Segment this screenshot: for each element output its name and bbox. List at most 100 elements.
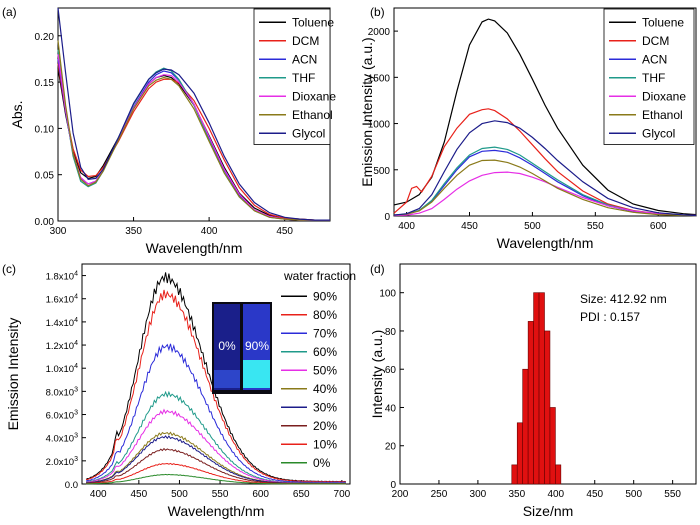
- size-bar: [511, 464, 518, 485]
- y-tick-label: 0.0: [65, 480, 78, 491]
- x-tick-label: 400: [547, 489, 564, 500]
- y-tick-exponent: 4: [74, 363, 78, 370]
- legend-label: 80%: [313, 308, 337, 322]
- x-tick-label: 550: [664, 489, 681, 500]
- panel-b-emission-solvents: 400 450 500 550 600 0 500 1000 1500 2000 Wavelengt…: [359, 5, 697, 251]
- y-tick-label: 0.20: [35, 32, 55, 43]
- y-axis-label: Intensity (a.u.): [369, 330, 385, 419]
- x-tick-label: 450: [276, 226, 293, 237]
- x-tick-label: 350: [125, 226, 142, 237]
- size-bar: [544, 330, 551, 485]
- plot-frame: [81, 263, 351, 485]
- y-tick-exponent: 4: [74, 294, 78, 301]
- x-tick-label: 500: [625, 489, 642, 500]
- legend-label: THF: [642, 71, 665, 85]
- y-tick-label: 2000: [368, 27, 391, 38]
- y-axis-label: Emission Intensity: [5, 318, 21, 431]
- series-line-ethanol: [57, 40, 330, 221]
- y-tick-label: 0: [384, 212, 390, 223]
- panel-label: (b): [370, 5, 385, 19]
- x-tick-label: 650: [293, 489, 310, 500]
- panel-a-absorption: 300 350 400 450 0.00 0.05 0.10 0.15 0.20 Waveleng…: [2, 5, 336, 256]
- vial-photo-inset: 0% 90%: [212, 302, 272, 394]
- legend-title: water fraction: [283, 269, 356, 283]
- y-tick-label: 1.2x104: [46, 340, 79, 352]
- legend-label: THF: [292, 71, 315, 85]
- vial-left-base: [214, 370, 240, 388]
- x-tick-label: 300: [50, 226, 67, 237]
- series-line-dioxane: [393, 171, 697, 217]
- series-line-acn: [393, 149, 697, 217]
- legend-label: ACN: [292, 52, 317, 66]
- size-bar: [533, 292, 540, 485]
- y-tick-label: 100: [379, 289, 396, 300]
- legend-label: DCM: [292, 34, 319, 48]
- y-tick-label: 0.10: [35, 124, 55, 135]
- legend-label: 60%: [313, 345, 337, 359]
- y-tick-label: 8.0x103: [46, 386, 79, 398]
- series-line-ethanol: [393, 159, 697, 217]
- x-axis-label: Size/nm: [523, 503, 574, 519]
- series-line-dcm: [393, 108, 697, 217]
- y-tick-label: 0.00: [35, 217, 55, 228]
- legend-label: 10%: [313, 437, 337, 451]
- x-tick-label: 400: [90, 489, 107, 500]
- series-line-glycol: [393, 120, 697, 217]
- y-tick-exponent: 3: [74, 410, 78, 417]
- size-bar: [522, 368, 529, 485]
- y-tick-exponent: 3: [74, 456, 78, 463]
- y-tick-label: 2.0x103: [46, 456, 79, 468]
- series-line-dioxane: [57, 54, 330, 221]
- plot-frame: [393, 7, 697, 217]
- y-tick-exponent: 4: [74, 271, 78, 278]
- x-tick-label: 550: [587, 221, 604, 232]
- panel-label: (c): [2, 262, 16, 276]
- x-tick-label: 300: [470, 489, 487, 500]
- y-tick-mantissa: 6.0x10: [46, 411, 75, 422]
- y-tick-label: 1500: [368, 73, 391, 84]
- size-bar: [549, 407, 556, 485]
- size-bar: [516, 422, 523, 485]
- legend-label: 20%: [313, 419, 337, 433]
- inset-label-90pct: 90%: [245, 339, 269, 353]
- y-axis-label: Emission Intensity (a.u.): [359, 37, 375, 186]
- panel-label: (a): [2, 5, 17, 19]
- y-tick-exponent: 3: [74, 386, 78, 393]
- y-tick-mantissa: 1.8x10: [46, 272, 75, 283]
- size-bar: [538, 292, 545, 485]
- x-tick-label: 400: [398, 221, 415, 232]
- size-bar: [527, 321, 534, 485]
- legend-label: 0%: [313, 456, 331, 470]
- series-line-dcm: [57, 63, 330, 221]
- y-axis-label: Abs.: [9, 100, 25, 128]
- legend-label: 50%: [313, 363, 337, 377]
- y-tick-label: 500: [373, 166, 390, 177]
- legend-label: 90%: [313, 289, 337, 303]
- x-tick-label: 500: [524, 221, 541, 232]
- panel-c-water-fraction: 400 450 500 550 600 650 7000.02.0x1034.0x1036.…: [2, 262, 356, 519]
- legend-label: Glycol: [292, 126, 325, 140]
- legend-label: Dioxane: [642, 89, 686, 103]
- series-line-0pct: [86, 473, 346, 485]
- y-tick-exponent: 4: [74, 317, 78, 324]
- y-tick-mantissa: 1.4x10: [46, 318, 75, 329]
- panel-label: (d): [370, 262, 385, 276]
- legend-label: 70%: [313, 326, 337, 340]
- x-tick-label: 600: [252, 489, 269, 500]
- y-tick-label: 0.05: [35, 171, 55, 182]
- legend-box: [253, 8, 331, 145]
- y-tick-label: 20: [385, 442, 397, 453]
- legend-label: Toluene: [292, 15, 334, 29]
- y-tick-label: 6.0x103: [46, 410, 79, 422]
- x-tick-label: 700: [334, 489, 351, 500]
- y-tick-exponent: 3: [74, 433, 78, 440]
- x-tick-label: 500: [171, 489, 188, 500]
- y-tick-label: 0.15: [35, 78, 55, 89]
- legend-label: Dioxane: [292, 89, 336, 103]
- y-tick-label: 1.6x104: [46, 294, 79, 306]
- y-tick-label: 4.0x103: [46, 433, 79, 445]
- size-annotation: Size: 412.92 nm: [580, 292, 667, 306]
- x-tick-label: 450: [131, 489, 148, 500]
- x-axis-label: Wavelength/nm: [146, 240, 243, 256]
- y-tick-mantissa: 2.0x10: [46, 457, 75, 468]
